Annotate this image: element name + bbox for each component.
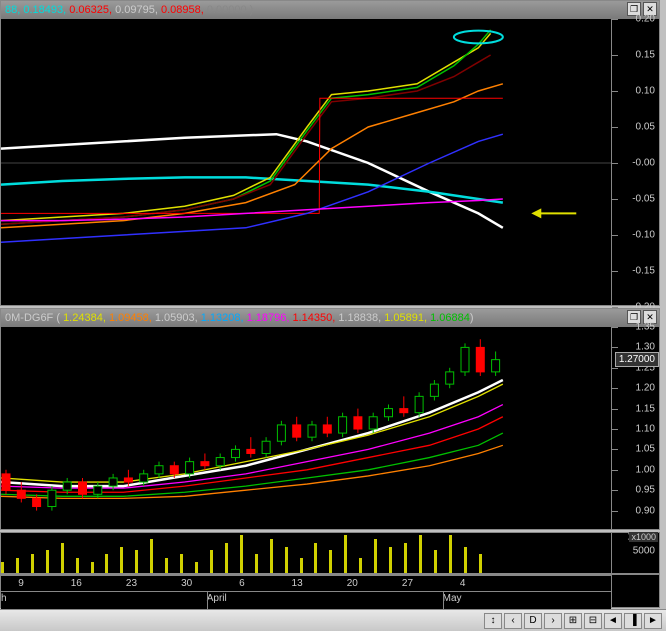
toolbar-button[interactable]: ⊞ bbox=[564, 613, 582, 629]
toolbar-button[interactable]: › bbox=[544, 613, 562, 629]
toolbar-button[interactable]: ► bbox=[644, 613, 662, 629]
toolbar-button[interactable]: ◄ bbox=[604, 613, 622, 629]
volume-panel: 100005000x1000 bbox=[0, 532, 660, 574]
time-axis-panel: 916233061320274hAprilMay bbox=[0, 574, 660, 608]
volume-yaxis: 100005000x1000 bbox=[611, 533, 659, 573]
panel1-yaxis: -0.20-0.15-0.10-0.05-0.000.050.100.150.2… bbox=[611, 19, 659, 305]
toolbar-button[interactable]: ⊟ bbox=[584, 613, 602, 629]
toolbar-button[interactable]: ▐ bbox=[624, 613, 642, 629]
time-axis: 916233061320274hAprilMay bbox=[1, 575, 611, 609]
axis-corner bbox=[611, 575, 659, 607]
panel2-header: 0M-DG6F ( 1.24384, 1.09458, 1.05903, 1.1… bbox=[1, 309, 659, 327]
panel1-chart[interactable] bbox=[1, 19, 611, 305]
toolbar-button[interactable]: ↕ bbox=[484, 613, 502, 629]
price-panel: 0M-DG6F ( 1.24384, 1.09458, 1.05903, 1.1… bbox=[0, 308, 660, 530]
panel2-yaxis: 0.900.951.001.051.101.151.201.251.301.35… bbox=[611, 327, 659, 529]
indicator-panel: 88, 0.18493, 0.06325, 0.09795, 0.08958, … bbox=[0, 0, 660, 306]
panel1-header: 88, 0.18493, 0.06325, 0.09795, 0.08958, … bbox=[1, 1, 659, 19]
volume-chart[interactable] bbox=[1, 533, 611, 573]
bottom-toolbar: ↕‹D›⊞⊟◄▐► bbox=[0, 609, 666, 631]
toolbar-button[interactable]: ‹ bbox=[504, 613, 522, 629]
panel2-chart[interactable] bbox=[1, 327, 611, 529]
toolbar-button[interactable]: D bbox=[524, 613, 542, 629]
